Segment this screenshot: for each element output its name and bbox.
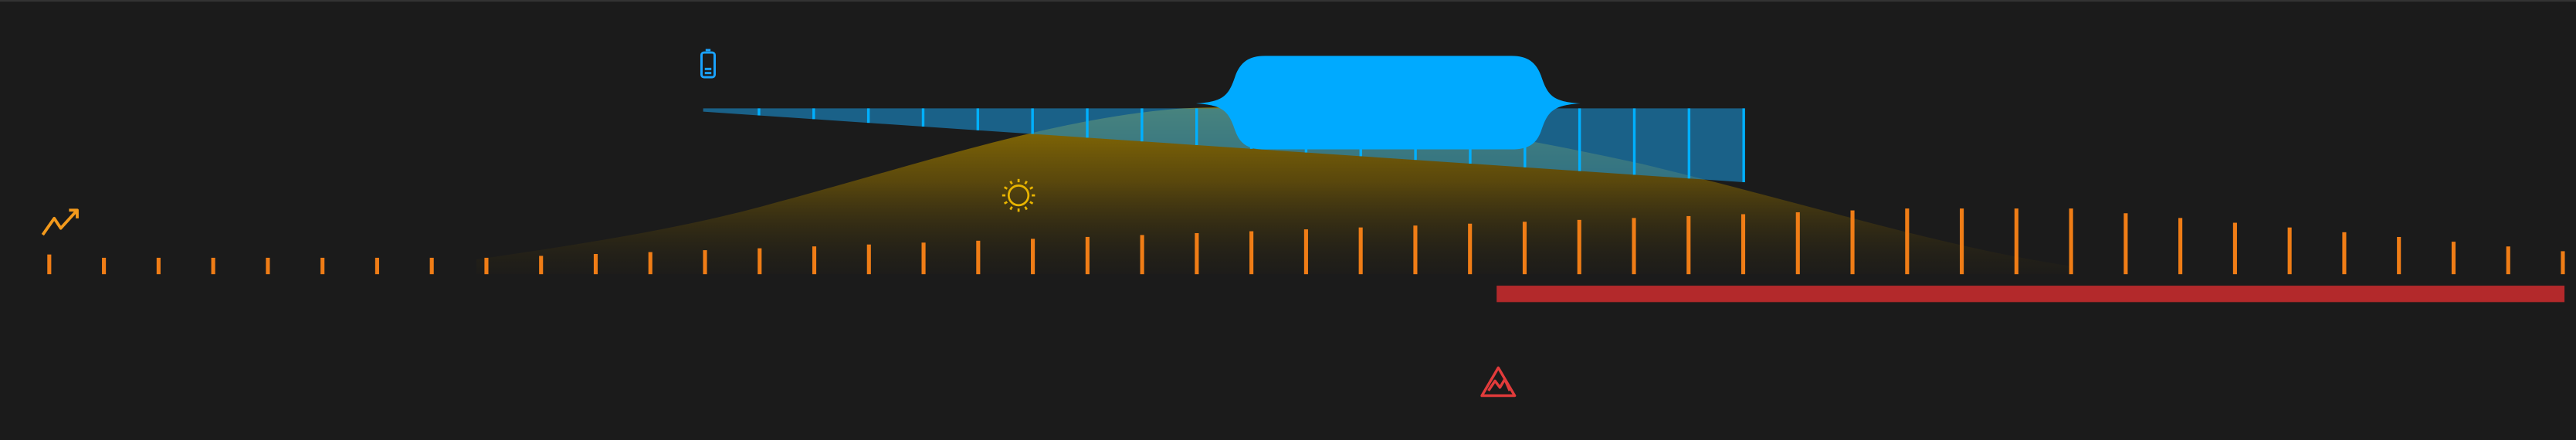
orange-tick [2342, 232, 2347, 275]
orange-tick [211, 257, 215, 275]
orange-tick [266, 257, 270, 275]
orange-tick [1195, 233, 1199, 275]
orange-tick [1031, 239, 1035, 275]
warning-icon [1480, 366, 1517, 398]
orange-tick [1358, 227, 1363, 275]
orange-tick [1686, 215, 1691, 275]
sun-ray [1009, 206, 1013, 211]
orange-tick [1085, 236, 1090, 275]
orange-tick [1577, 219, 1581, 275]
orange-tick [1249, 231, 1254, 275]
sun-icon [1002, 178, 1035, 212]
orange-tick [1740, 214, 1746, 275]
orange-ticks [47, 208, 2565, 275]
orange-tick [2397, 236, 2401, 275]
orange-tick [47, 254, 52, 275]
orange-tick [1795, 212, 1800, 275]
orange-tick [1413, 225, 1418, 275]
orange-tick [375, 257, 379, 275]
sun-ray [1003, 186, 1008, 190]
sun-ray [1029, 186, 1034, 190]
orange-tick [648, 252, 652, 275]
orange-tick [1632, 218, 1636, 275]
orange-tick [2287, 227, 2292, 275]
orange-tick [866, 244, 871, 275]
sun-ray [1024, 180, 1028, 185]
orange-tick [2451, 242, 2456, 275]
sun-ray [1009, 180, 1013, 185]
orange-tick [2232, 222, 2237, 275]
orange-tick [921, 242, 926, 275]
battery-icon [700, 49, 716, 79]
orange-tick [2506, 246, 2510, 275]
tooltip-bubble [1195, 56, 1581, 150]
orange-tick [2124, 213, 2128, 275]
orange-tick [703, 250, 707, 275]
orange-tick [2069, 208, 2073, 275]
orange-tick [758, 248, 762, 275]
sun-ray [1024, 206, 1028, 211]
orange-tick [320, 257, 325, 275]
orange-tick [976, 240, 981, 275]
orange-tick [156, 257, 161, 275]
orange-tick [1850, 210, 1855, 275]
sun-ray [1029, 201, 1034, 205]
orange-tick [429, 257, 434, 275]
sun-ray [1003, 201, 1008, 205]
solar-area [476, 107, 2070, 275]
orange-tick [102, 257, 107, 275]
orange-tick [1905, 208, 1910, 275]
grid-icon [41, 208, 79, 236]
orange-tick [593, 254, 598, 275]
orange-tick [2014, 208, 2018, 275]
orange-tick [2561, 251, 2565, 275]
alert-bar [1496, 286, 2565, 303]
orange-tick [539, 256, 544, 275]
orange-tick [1960, 208, 1964, 275]
orange-tick [1522, 222, 1527, 275]
orange-tick [2178, 218, 2183, 275]
orange-tick [812, 246, 817, 275]
orange-tick [1140, 235, 1144, 275]
orange-tick [1303, 229, 1308, 275]
orange-tick [484, 257, 489, 275]
orange-tick [1468, 223, 1473, 275]
